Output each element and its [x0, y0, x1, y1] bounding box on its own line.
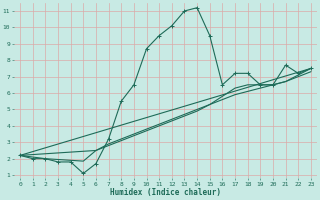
- X-axis label: Humidex (Indice chaleur): Humidex (Indice chaleur): [110, 188, 221, 197]
